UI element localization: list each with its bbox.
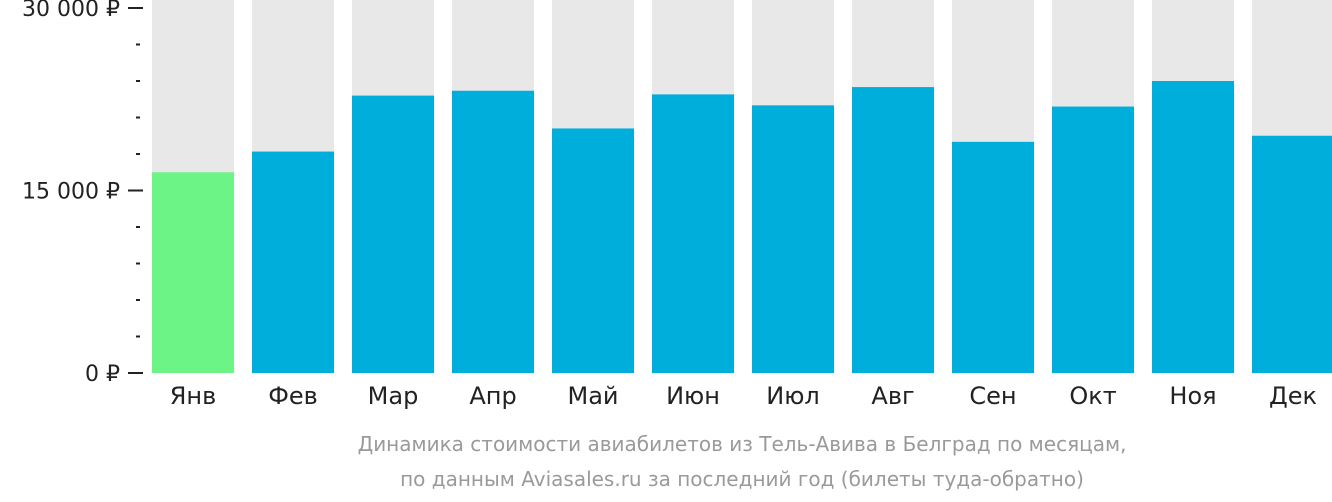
chart-caption-line-1: Динамика стоимости авиабилетов из Тель-А… <box>358 432 1127 456</box>
bar-0 <box>152 172 234 373</box>
bar-1 <box>252 151 334 373</box>
x-tick-label-2: Мар <box>368 382 419 410</box>
x-tick-label-4: Май <box>567 382 618 410</box>
bar-4 <box>552 128 634 373</box>
x-tick-label-7: Авг <box>871 382 914 410</box>
x-tick-label-8: Сен <box>969 382 1016 410</box>
bar-9 <box>1052 106 1134 374</box>
x-tick-label-10: Ноя <box>1169 382 1216 410</box>
bar-6 <box>752 105 834 373</box>
bar-8 <box>952 141 1034 373</box>
x-axis-labels: Янв Фев Мар Апр Май Июн Июл Авг Сен Окт Ноя Дек <box>170 382 1317 410</box>
bar-11 <box>1252 135 1332 373</box>
x-tick-label-6: Июл <box>766 382 820 410</box>
bars <box>152 81 1332 374</box>
bar-5 <box>652 94 734 373</box>
x-tick-label-11: Дек <box>1269 382 1317 410</box>
y-tick-label-1: 15 000 ₽ <box>22 180 120 205</box>
x-tick-label-9: Окт <box>1069 382 1116 410</box>
bar-7 <box>852 87 934 373</box>
bar-10 <box>1152 81 1234 373</box>
y-axis: 0 ₽ 15 000 ₽ 30 000 ₽ <box>22 0 143 387</box>
x-tick-label-3: Апр <box>469 382 516 410</box>
x-tick-label-1: Фев <box>268 382 318 410</box>
y-tick-label-2: 30 000 ₽ <box>22 0 120 22</box>
bar-3 <box>452 90 534 373</box>
y-tick-label-0: 0 ₽ <box>85 362 120 387</box>
bar-2 <box>352 95 434 373</box>
chart-caption-line-2: по данным Aviasales.ru за последний год … <box>400 467 1084 491</box>
x-tick-label-5: Июн <box>666 382 720 410</box>
x-tick-label-0: Янв <box>170 382 217 410</box>
